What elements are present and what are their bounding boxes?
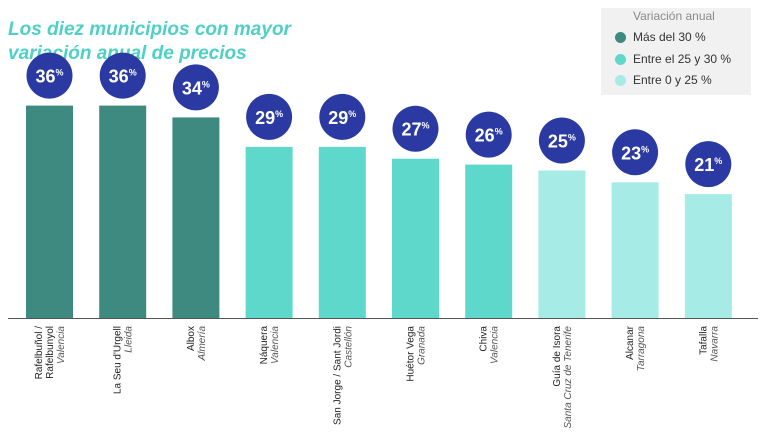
category-label: Chiva Valencia [479,326,501,364]
data-label: 26% [475,126,503,146]
legend-label: Más del 30 % [633,30,706,44]
bar [392,158,439,318]
value-bubble [26,52,73,99]
tick-sublabel: Castellón [343,326,354,368]
value-bubble [319,93,366,140]
tick-label: La Seu d'Urgell [113,326,124,394]
tick-sublabel: Santa Cruz de Tenerife [563,326,574,429]
category-label: San Jorge / Sant Jordi Castellón [332,326,354,425]
bar [684,194,732,318]
legend-label: Entre 0 y 25 % [633,73,712,87]
bar [611,182,659,318]
data-label: 36% [35,67,63,87]
tick-label: San Jorge / Sant Jordi [332,326,343,425]
tick-label: Náquera [259,326,270,365]
tick-label: Alcanar [625,325,636,360]
value-bubble [172,64,219,111]
category-label: Náquera Valencia [259,326,281,365]
category-label: La Seu d'Urgell Lleida [113,326,135,394]
category-label: Tafalla Navarra [698,326,720,362]
bar [26,105,73,318]
data-label: 25% [548,132,576,152]
tick-label: Huétor Vega [406,326,417,382]
value-bubble [392,105,439,152]
tick-sublabel: Navarra [709,326,720,362]
bar [465,164,513,318]
tick-sublabel: Valencia [56,326,67,364]
tick-label: Albox [186,326,197,351]
value-bubble [612,129,659,176]
value-bubble [99,52,146,99]
legend-swatch-medium [615,53,626,65]
category-label: Alcanar Tarragona [625,325,647,371]
data-label: 23% [621,143,649,163]
data-label: 21% [694,155,722,175]
category-label: Guía de Isora Santa Cruz de Tenerife [552,326,574,429]
data-label: 34% [182,78,210,98]
bar [172,117,220,319]
tick-label: Rafelbuñol / [34,326,45,380]
tick-sublabel: Tarragona [636,326,647,372]
legend: Variación anual Más del 30 % Entre el 25… [601,8,751,95]
legend-item-more-30: Más del 30 % [615,29,706,45]
tick-sublabel: Granada [417,326,428,365]
bar [538,170,586,318]
legend-item-0-25: Entre 0 y 25 % [615,72,712,88]
bar [99,105,147,318]
tick-sublabel: Valencia [270,326,281,364]
tick-label: Tafalla [698,326,709,355]
tick-label: Guía de Isora [552,326,563,387]
data-label: 29% [255,108,283,128]
legend-item-25-30: Entre el 25 y 30 % [615,51,731,67]
category-label: Huétor Vega Granada [406,326,428,382]
legend-label: Entre el 25 y 30 % [633,52,732,66]
data-label: 29% [328,108,356,128]
value-bubble [685,141,732,188]
value-bubble [246,93,293,140]
category-label: Albox Almería [186,326,208,362]
data-label: 27% [401,120,429,140]
tick-label: Rafelbunyol [45,326,56,379]
value-bubble [538,117,585,164]
legend-title: Variación anual [633,9,715,23]
legend-swatch-light [615,74,626,86]
bar [318,146,366,318]
legend-swatch-dark [615,31,626,43]
tick-sublabel: Lleida [124,326,135,353]
tick-label: Chiva [479,326,490,352]
value-bubble [465,111,512,158]
bar [245,146,293,318]
tick-sublabel: Valencia [490,326,501,364]
tick-sublabel: Almería [197,326,208,362]
data-label: 36% [109,67,137,87]
category-label: Rafelbuñol / Rafelbunyol Valencia [34,326,67,380]
